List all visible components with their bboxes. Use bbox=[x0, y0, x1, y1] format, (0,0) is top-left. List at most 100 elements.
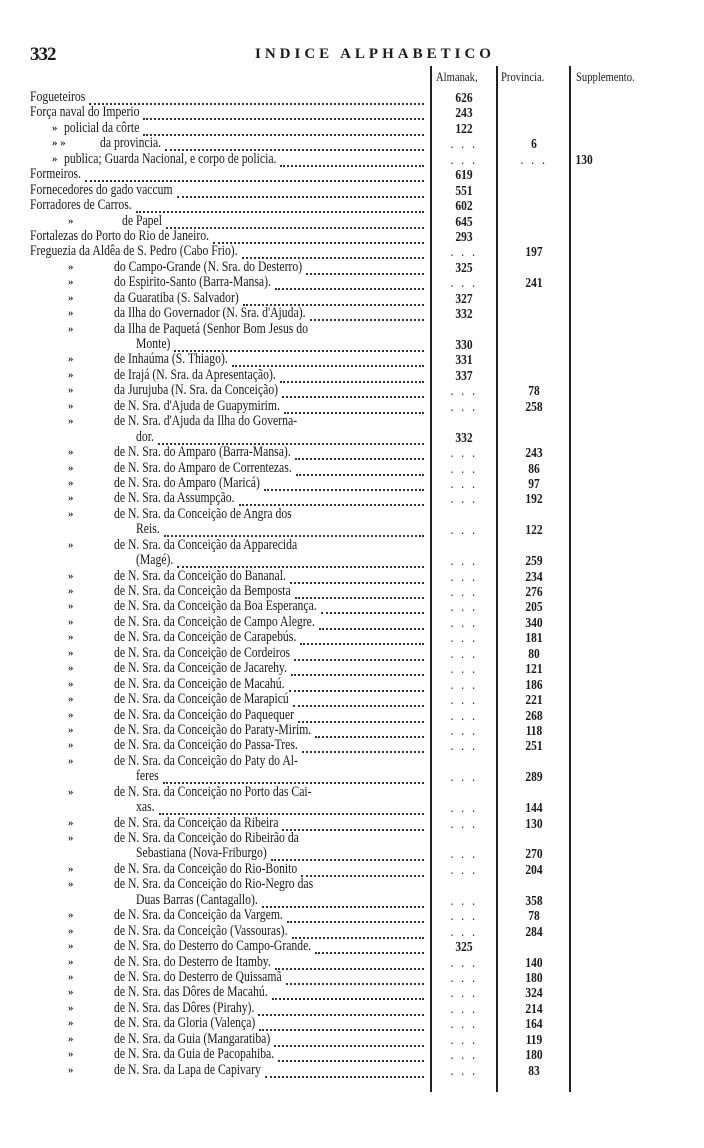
leader-dots bbox=[158, 811, 424, 816]
entry-label: de N. Sra. da Guia (Mangaratiba) bbox=[114, 1030, 271, 1047]
leader-dots bbox=[263, 487, 424, 491]
entry-text: de N. Sra. da Conceição de Carapebús. bbox=[114, 629, 348, 645]
entry-text: de N. Sra. da Guia de Pacopahiba. bbox=[114, 1046, 319, 1062]
index-entry-line: » de N. Sra. da Conceição da Apparecida bbox=[0, 537, 704, 553]
page-ref-provincia: 214 bbox=[525, 1000, 543, 1016]
leader-dots bbox=[85, 178, 424, 183]
page-ref-almanak: . . . bbox=[450, 445, 478, 461]
page-ref-almanak: . . . bbox=[450, 1016, 478, 1032]
entry-label: de N. Sra. da Conceição de Marapicú bbox=[114, 691, 289, 708]
index-entry-line: » de N. Sra. da Conceição do Paty do Al- bbox=[0, 753, 704, 769]
page-ref-provincia: 284 bbox=[525, 923, 543, 939]
column-rule bbox=[430, 66, 432, 1092]
page-ref-almanak: . . . bbox=[450, 630, 478, 646]
entry-label: publica; Guarda Nacional, e corpo de pol… bbox=[64, 150, 277, 167]
entry-label: de N. Sra. da Conceição do Rio-Negro das bbox=[114, 876, 314, 893]
page-ref-almanak: . . . bbox=[450, 136, 478, 152]
page-ref-almanak: . . . bbox=[450, 522, 478, 538]
entry-text: dor. bbox=[136, 428, 159, 445]
entry-text: de N. Sra. do Desterro de Quissamã bbox=[114, 968, 329, 985]
page-ref-provincia: 121 bbox=[525, 661, 543, 677]
page-ref-provincia: 83 bbox=[528, 1062, 540, 1078]
leader-dots bbox=[270, 857, 424, 862]
entry-label: de N. Sra. da Conceição de Jacarehy. bbox=[114, 660, 288, 677]
leader-dots bbox=[162, 780, 424, 785]
page-ref-almanak: 331 bbox=[455, 352, 473, 368]
entry-text: do Campo-Grande (N. Sra. do Desterro) bbox=[114, 259, 355, 275]
page-ref-almanak: . . . bbox=[450, 861, 478, 877]
index-entry-line: » de N. Sra. do Amparo (Maricá) . . . 97 bbox=[0, 474, 704, 491]
entry-label: da provincia. bbox=[100, 135, 162, 152]
index-entries: Fogueteiros 626 Força naval do Imperio 243»… bbox=[0, 89, 704, 1078]
entry-marker: » bbox=[68, 986, 74, 999]
entry-marker: » bbox=[68, 461, 74, 474]
entry-label: Freguezia da Aldêa de S. Pedro (Cabo Fri… bbox=[30, 243, 238, 260]
entry-marker: » bbox=[68, 878, 74, 891]
leader-dots bbox=[309, 317, 424, 322]
page-ref-provincia: 130 bbox=[525, 815, 543, 831]
entry-label: de N. Sra. do Amparo (Maricá) bbox=[114, 474, 260, 491]
entry-text: de N. Sra. da Conceição do Rio-Bonito bbox=[114, 861, 349, 877]
page-ref-almanak: . . . bbox=[450, 1031, 478, 1047]
entry-marker: » bbox=[68, 646, 74, 659]
index-entry-line: » de N. Sra. da Conceição da Boa Esperanç… bbox=[0, 598, 704, 615]
entry-label: feres bbox=[136, 768, 159, 785]
entry-marker: » bbox=[52, 121, 58, 134]
page-ref-provincia: 205 bbox=[525, 599, 543, 615]
running-title: INDICE ALPHABETICO bbox=[255, 46, 495, 62]
entry-text: de N. Sra. da Gloria (Valença) bbox=[114, 1015, 295, 1031]
page-ref-almanak: . . . bbox=[450, 923, 478, 939]
page-ref-almanak: 337 bbox=[455, 367, 473, 383]
entry-marker: » bbox=[68, 399, 74, 412]
entry-text: da Jurujuba (N. Sra. da Conceição) bbox=[114, 382, 324, 398]
page-ref-almanak: 551 bbox=[455, 182, 473, 198]
entry-label: dor. bbox=[136, 428, 154, 445]
page-ref-provincia: 192 bbox=[525, 491, 543, 507]
index-entry-line: » de N. Sra. do Desterro do Campo-Grande.… bbox=[0, 938, 704, 955]
index-entry-line: » do Campo-Grande (N. Sra. do Desterro) 32… bbox=[0, 259, 704, 275]
entry-text: Freguezia da Aldêa de S. Pedro (Cabo Fri… bbox=[30, 243, 296, 260]
page-ref-provincia: 97 bbox=[528, 475, 540, 491]
index-entry-line: » de N. Sra. da Conceição de Jacarehy. . .… bbox=[0, 660, 704, 677]
entry-label: Sebastiana (Nova-Friburgo) bbox=[136, 845, 267, 862]
entry-text: feres bbox=[136, 768, 165, 785]
index-entry-line: » de N. Sra. da Conceição do Paraty-Mirim… bbox=[0, 721, 704, 738]
entry-marker: » bbox=[68, 924, 74, 937]
entry-marker: » bbox=[68, 353, 74, 366]
page-ref-almanak: . . . bbox=[450, 985, 478, 1001]
leader-dots bbox=[143, 132, 424, 136]
entry-marker: » bbox=[68, 615, 74, 628]
entry-label: Duas Barras (Cantagallo). bbox=[136, 891, 258, 908]
page-ref-almanak: 645 bbox=[455, 213, 473, 229]
entry-label: xas. bbox=[136, 799, 155, 816]
index-entry-line: dor. 332 bbox=[0, 428, 704, 445]
page-ref-almanak: . . . bbox=[450, 738, 478, 754]
entry-label: da Ilha de Paquetá (Senhor Bom Jesus do bbox=[114, 320, 308, 337]
entry-marker: » bbox=[68, 384, 74, 397]
page-ref-almanak: 619 bbox=[455, 167, 473, 183]
entry-label: de N. Sra. da Assumpção. bbox=[114, 490, 235, 507]
leader-dots bbox=[174, 348, 424, 352]
index-entry-line: » policial da côrte 122 bbox=[0, 120, 704, 136]
index-entry-line: » de N. Sra. da Conceição do Bananal. . . … bbox=[0, 567, 704, 584]
entry-label: de N. Sra. da Conceição do Bananal. bbox=[114, 567, 286, 584]
entry-text: de N. Sra. da Lapa de Capivary bbox=[114, 1062, 302, 1078]
entry-label: Força naval do Imperio bbox=[30, 104, 140, 121]
page-ref-almanak: . . . bbox=[450, 553, 478, 569]
entry-marker: » bbox=[68, 677, 74, 690]
leader-dots bbox=[301, 749, 424, 754]
entry-label: de N. Sra. da Conceição do Paraty-Mirim. bbox=[114, 721, 312, 738]
leader-dots bbox=[285, 981, 424, 985]
entry-marker: » bbox=[68, 862, 74, 875]
entry-text: de N. Sra. da Conceição da Bemposta bbox=[114, 583, 341, 599]
entry-marker: » bbox=[68, 260, 74, 273]
index-entry-line: Fornecedores do gado vaccum 551 bbox=[0, 182, 704, 198]
entry-label: de N. Sra. do Amparo de Correntezas. bbox=[114, 459, 292, 476]
page-ref-almanak: . . . bbox=[450, 584, 478, 599]
page-ref-almanak: . . . bbox=[450, 275, 478, 291]
entry-marker: » bbox=[68, 1048, 74, 1061]
entry-label: de N. Sra. do Desterro de Quissamã bbox=[114, 968, 282, 985]
leader-dots bbox=[315, 950, 424, 955]
entry-text: da Ilha de Paquetá (Senhor Bom Jesus do bbox=[114, 320, 363, 337]
leader-dots bbox=[241, 255, 424, 260]
